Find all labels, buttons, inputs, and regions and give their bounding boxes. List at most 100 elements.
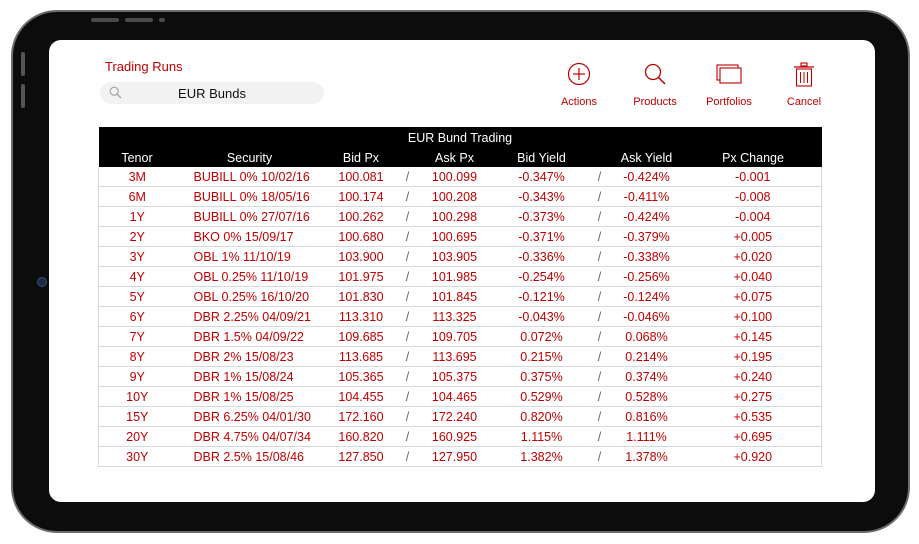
- column-header-bid-px[interactable]: Bid Px: [323, 148, 399, 167]
- yield-separator: /: [590, 206, 609, 227]
- px-change-cell: -0.008: [684, 186, 823, 207]
- px-change-cell: +0.040: [684, 266, 823, 287]
- ask-yield-cell: -0.424%: [608, 167, 685, 187]
- ask-px-cell: 105.375: [416, 366, 493, 387]
- table-row[interactable]: 10Y DBR 1% 15/08/25 104.455/104.465 0.529% /…: [98, 386, 823, 407]
- tenor-cell: 2Y: [98, 226, 176, 247]
- table-row[interactable]: 9Y DBR 1% 15/08/24 105.365/105.375 0.375%/0…: [98, 366, 823, 387]
- tenor-cell: 30Y: [98, 446, 176, 467]
- ask-px-cell: 100.099: [416, 167, 493, 187]
- table-row[interactable]: 7Y DBR 1.5% 04/09/22 109.685/109.705 0.072%…: [98, 326, 823, 347]
- px-change-cell: +0.695: [684, 426, 823, 447]
- tenor-cell: 5Y: [98, 286, 176, 307]
- tenor-cell: 1Y: [98, 206, 176, 227]
- bid-px-cell: 100.174: [323, 186, 399, 207]
- price-separator: /: [398, 426, 417, 447]
- search-value: EUR Bunds: [178, 86, 246, 101]
- ask-px-cell: 100.695: [416, 226, 493, 247]
- tenor-cell: 6Y: [98, 306, 176, 327]
- security-cell: DBR 4.75% 04/07/34: [175, 426, 324, 447]
- bid-yield-cell: 0.820%: [492, 406, 591, 427]
- table-row[interactable]: 15Y DBR 6.25% 04/01/30 172.160/172.240 0.82…: [98, 406, 823, 427]
- actions-button[interactable]: Actions: [539, 62, 619, 108]
- bid-yield-cell: 1.115%: [492, 426, 591, 447]
- app-screen: Trading Runs EUR Bunds Actions Prod: [49, 40, 875, 502]
- ask-yield-cell: 1.378%: [608, 446, 685, 467]
- bid-px-cell: 113.310: [323, 306, 399, 327]
- portfolios-icon: [689, 62, 769, 90]
- table-row[interactable]: 5Y OBL 0.25% 16/10/20 101.830/101.845 -0.12…: [98, 286, 823, 307]
- bid-px-cell: 172.160: [323, 406, 399, 427]
- table-row[interactable]: 4Y OBL 0.25% 11/10/19 101.975/101.985 -0.25…: [98, 266, 823, 287]
- table-row[interactable]: 2Y BKO 0% 15/09/17 100.680/100.695 -0.371% /…: [98, 226, 823, 247]
- products-button[interactable]: Products: [615, 62, 695, 108]
- px-change-cell: +0.535: [684, 406, 823, 427]
- tenor-cell: 9Y: [98, 366, 176, 387]
- security-cell: OBL 1% 11/10/19: [175, 246, 324, 267]
- page-title: Trading Runs: [105, 59, 183, 74]
- column-header-ask-px[interactable]: Ask Px: [416, 148, 493, 167]
- column-header-bid-yield[interactable]: Bid Yield: [492, 148, 591, 167]
- table-row[interactable]: 30Y DBR 2.5% 15/08/46 127.850/127.950 1.382…: [98, 446, 823, 467]
- tenor-cell: 8Y: [98, 346, 176, 367]
- tenor-cell: 3Y: [98, 246, 176, 267]
- price-separator: /: [398, 206, 417, 227]
- ask-px-cell: 113.695: [416, 346, 493, 367]
- bid-yield-cell: -0.336%: [492, 246, 591, 267]
- bid-yield-cell: -0.121%: [492, 286, 591, 307]
- price-separator: /: [398, 386, 417, 407]
- trash-icon: [764, 62, 844, 90]
- search-input[interactable]: EUR Bunds: [100, 82, 324, 104]
- price-separator: /: [398, 167, 417, 187]
- yield-separator: /: [590, 426, 609, 447]
- actions-label: Actions: [560, 96, 598, 108]
- table-row[interactable]: 1Y BUBILL 0% 27/07/16 100.262/100.298 -0.37…: [98, 206, 823, 227]
- tenor-cell: 6M: [98, 186, 176, 207]
- tenor-cell: 3M: [98, 167, 176, 187]
- column-header-px-change[interactable]: Px Change: [684, 148, 822, 167]
- security-cell: DBR 1.5% 04/09/22: [175, 326, 324, 347]
- bid-px-cell: 100.680: [323, 226, 399, 247]
- security-cell: DBR 2% 15/08/23: [175, 346, 324, 367]
- px-change-cell: +0.195: [684, 346, 823, 367]
- px-change-cell: +0.920: [684, 446, 823, 467]
- bid-px-cell: 109.685: [323, 326, 399, 347]
- yield-separator: /: [590, 186, 609, 207]
- bid-yield-cell: -0.373%: [492, 206, 591, 227]
- security-cell: DBR 2.25% 04/09/21: [175, 306, 324, 327]
- bid-px-cell: 127.850: [323, 446, 399, 467]
- tenor-cell: 7Y: [98, 326, 176, 347]
- table-row[interactable]: 8Y DBR 2% 15/08/23 113.685/113.695 0.215%/0…: [98, 346, 823, 367]
- device-button: [21, 52, 25, 76]
- cancel-button[interactable]: Cancel: [764, 62, 844, 108]
- bid-px-cell: 160.820: [323, 426, 399, 447]
- products-label: Products: [633, 96, 677, 108]
- table-row[interactable]: 3Y OBL 1% 11/10/19 103.900/103.905 -0.336% /…: [98, 246, 823, 267]
- tenor-cell: 4Y: [98, 266, 176, 287]
- table-row[interactable]: 3M BUBILL 0% 10/02/16 100.081/100.099 -0.34…: [98, 167, 823, 187]
- price-separator: /: [398, 366, 417, 387]
- table-row[interactable]: 6M BUBILL 0% 18/05/16 100.174/100.208 -0.34…: [98, 186, 823, 207]
- yield-separator: /: [590, 286, 609, 307]
- ask-px-cell: 127.950: [416, 446, 493, 467]
- yield-separator: /: [590, 386, 609, 407]
- column-header-ask-yield[interactable]: Ask Yield: [608, 148, 685, 167]
- yield-separator: /: [590, 226, 609, 247]
- ask-px-cell: 113.325: [416, 306, 493, 327]
- ask-px-cell: 172.240: [416, 406, 493, 427]
- ask-px-cell: 160.925: [416, 426, 493, 447]
- yield-separator: /: [590, 446, 609, 467]
- table-row[interactable]: 20Y DBR 4.75% 04/07/34 160.820/160.925 1.11…: [98, 426, 823, 447]
- security-cell: BUBILL 0% 18/05/16: [175, 186, 324, 207]
- px-change-cell: +0.100: [684, 306, 823, 327]
- security-cell: OBL 0.25% 16/10/20: [175, 286, 324, 307]
- security-cell: BUBILL 0% 27/07/16: [175, 206, 324, 227]
- column-header-security[interactable]: Security: [175, 148, 324, 167]
- portfolios-button[interactable]: Portfolios: [689, 62, 769, 108]
- ask-yield-cell: 0.816%: [608, 406, 685, 427]
- bid-yield-cell: -0.371%: [492, 226, 591, 247]
- column-header-tenor[interactable]: Tenor: [98, 148, 176, 167]
- px-change-cell: -0.004: [684, 206, 823, 227]
- price-separator: /: [398, 346, 417, 367]
- table-row[interactable]: 6Y DBR 2.25% 04/09/21 113.310/113.325 -0.04…: [98, 306, 823, 327]
